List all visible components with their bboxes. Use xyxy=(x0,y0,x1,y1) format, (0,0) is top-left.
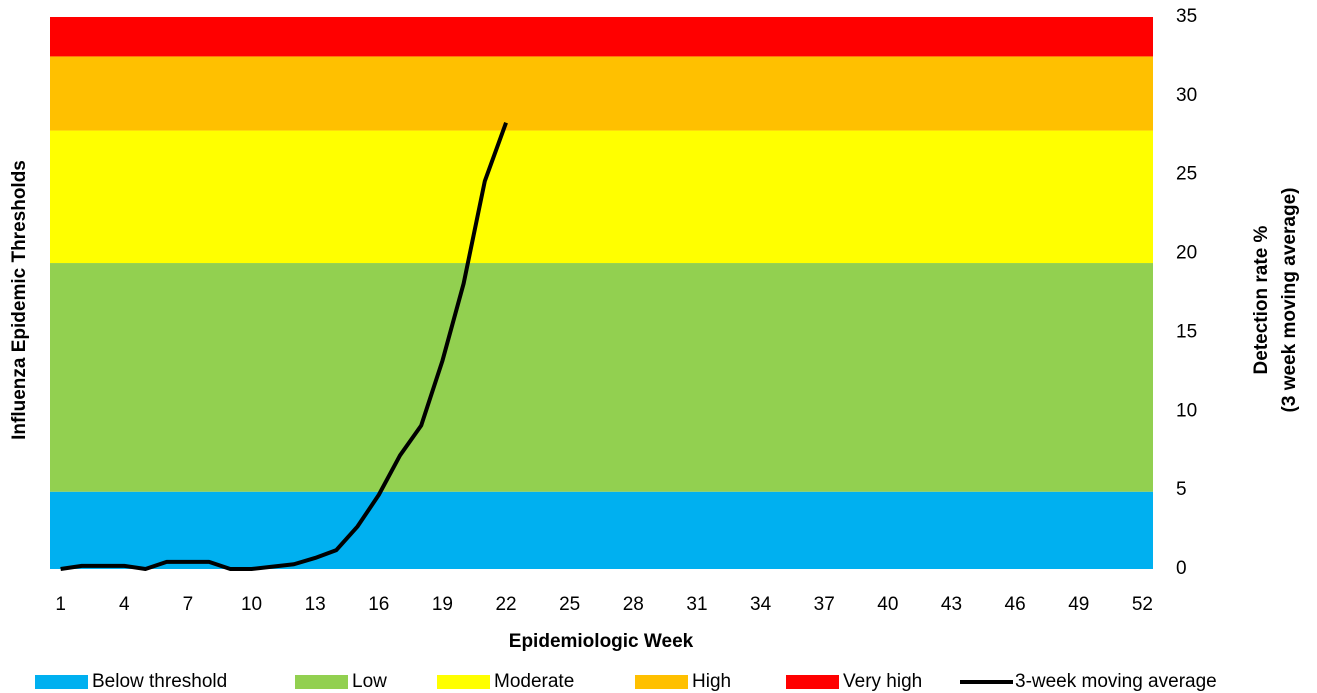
legend-swatch xyxy=(437,675,490,689)
threshold-band xyxy=(50,491,1153,569)
x-tick-label: 16 xyxy=(368,594,389,615)
x-axis-title: Epidemiologic Week xyxy=(509,631,694,652)
legend-swatch xyxy=(35,675,88,689)
x-tick-label: 4 xyxy=(119,594,130,615)
x-tick-label: 31 xyxy=(686,594,707,615)
y2-tick-label: 25 xyxy=(1176,164,1197,185)
y2-axis-title: Detection rate % xyxy=(1251,225,1272,374)
x-tick-label: 49 xyxy=(1068,594,1089,615)
y2-tick-label: 30 xyxy=(1176,85,1197,106)
x-tick-label: 40 xyxy=(877,594,898,615)
y2-tick-label: 35 xyxy=(1176,6,1197,27)
legend-label: Very high xyxy=(843,671,922,692)
y2-tick-label: 0 xyxy=(1176,558,1187,579)
legend-label: Low xyxy=(352,671,387,692)
y-axis-title: Influenza Epidemic Thresholds xyxy=(9,160,30,440)
x-tick-label: 43 xyxy=(941,594,962,615)
x-tick-label: 46 xyxy=(1005,594,1026,615)
threshold-band xyxy=(50,130,1153,264)
legend-swatch xyxy=(295,675,348,689)
x-tick-label: 37 xyxy=(814,594,835,615)
x-tick-label: 10 xyxy=(241,594,262,615)
legend-swatch xyxy=(786,675,839,689)
x-tick-label: 1 xyxy=(55,594,66,615)
y2-axis-title: (3 week moving average) xyxy=(1279,188,1300,413)
legend-swatch xyxy=(635,675,688,689)
x-tick-label: 7 xyxy=(183,594,194,615)
x-tick-label: 34 xyxy=(750,594,772,615)
x-tick-label: 28 xyxy=(623,594,644,615)
legend-label: High xyxy=(692,671,731,692)
x-tick-label: 22 xyxy=(495,594,516,615)
x-tick-label: 25 xyxy=(559,594,580,615)
y2-tick-label: 15 xyxy=(1176,321,1197,342)
threshold-band xyxy=(50,263,1153,492)
y2-tick-label: 5 xyxy=(1176,479,1187,500)
line-series xyxy=(60,121,508,571)
x-tick-label: 19 xyxy=(432,594,453,615)
x-tick-label: 13 xyxy=(305,594,326,615)
legend-label: Below threshold xyxy=(92,671,227,692)
legend-label: Moderate xyxy=(494,671,574,692)
threshold-band xyxy=(50,17,1153,57)
legend-label: 3-week moving average xyxy=(1015,671,1217,692)
y2-tick-label: 10 xyxy=(1176,400,1197,421)
threshold-band xyxy=(50,56,1153,131)
y2-tick-label: 20 xyxy=(1176,243,1197,264)
x-tick-label: 52 xyxy=(1132,594,1153,615)
